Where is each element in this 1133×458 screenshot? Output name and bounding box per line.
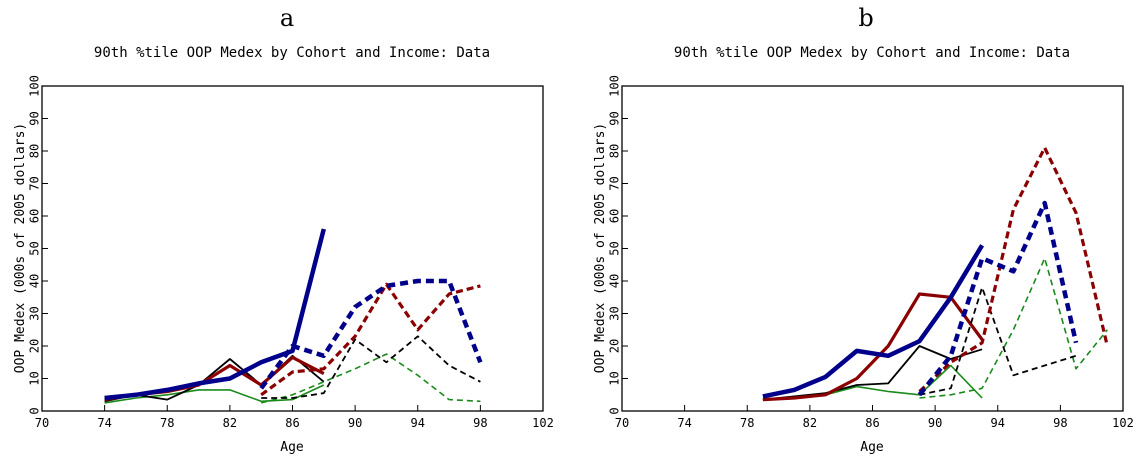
series-line-a-8 — [259, 278, 483, 390]
x-tick-label-a: 102 — [532, 416, 554, 430]
y-tick-label-b: 0 — [608, 407, 622, 414]
y-tick-label-a: 100 — [28, 75, 42, 97]
x-tick-label-b: 86 — [865, 416, 879, 430]
series-line-b-2 — [762, 345, 983, 401]
plot-frame-b — [621, 85, 1124, 412]
y-tick-label-b: 90 — [608, 111, 622, 125]
series-line-a-5 — [260, 353, 481, 404]
x-tick-label-a: 94 — [411, 416, 425, 430]
y-tick-label-a: 70 — [28, 176, 42, 190]
series-line-b-4 — [762, 244, 985, 399]
x-tick-label-a: 86 — [285, 416, 299, 430]
y-tick-label-b: 100 — [608, 75, 622, 97]
x-tick-label-b: 78 — [740, 416, 754, 430]
axis-ticks-b: 70 74 78 82 86 90 94 98 102010203040506070809010… — [608, 75, 1133, 430]
series-line-b-1 — [762, 364, 983, 401]
x-axis-label-b: Age — [860, 440, 884, 455]
panel-a: a 90th %tile OOP Medex by Cohort and Inc… — [13, 4, 554, 455]
x-tick-label-b: 90 — [928, 416, 942, 430]
panel-letter-a: a — [280, 4, 294, 32]
y-tick-label-b: 50 — [608, 241, 622, 255]
x-tick-label-a: 90 — [348, 416, 362, 430]
x-tick-label-b: 102 — [1112, 416, 1133, 430]
x-tick-label-b: 94 — [991, 416, 1005, 430]
y-tick-label-a: 60 — [28, 209, 42, 223]
y-tick-label-a: 40 — [28, 274, 42, 288]
y-tick-label-a: 30 — [28, 306, 42, 320]
series-line-b-3 — [762, 292, 984, 402]
x-tick-label-a: 98 — [473, 416, 487, 430]
series-line-b-5 — [919, 257, 1108, 399]
y-axis-label-b: OOP Medex (000s of 2005 dollars) — [593, 123, 608, 373]
x-tick-label-a: 78 — [160, 416, 174, 430]
y-tick-label-b: 40 — [608, 274, 622, 288]
panel-b: b 90th %tile OOP Medex by Cohort and Inc… — [593, 4, 1133, 455]
panel-letter-b: b — [858, 4, 873, 32]
x-tick-label-a: 70 — [35, 416, 49, 430]
x-tick-label-a: 74 — [97, 416, 111, 430]
plot-frame-a — [41, 85, 544, 412]
y-tick-label-a: 80 — [28, 144, 42, 158]
series-group-b — [762, 146, 1109, 402]
y-axis-label-a: OOP Medex (000s of 2005 dollars) — [13, 123, 28, 373]
y-tick-label-a: 50 — [28, 241, 42, 255]
axis-ticks-a: 70 74 78 82 86 90 94 98 102010203040506070809010… — [28, 75, 554, 430]
y-tick-label-b: 70 — [608, 176, 622, 190]
chart-title-b: 90th %tile OOP Medex by Cohort and Incom… — [674, 45, 1070, 61]
series-line-a-7 — [260, 282, 481, 397]
y-tick-label-b: 10 — [608, 371, 622, 385]
x-tick-label-b: 82 — [803, 416, 817, 430]
series-group-a — [104, 228, 483, 404]
series-line-b-6 — [919, 286, 1077, 396]
series-line-b-8 — [917, 200, 1079, 397]
x-tick-label-b: 74 — [677, 416, 691, 430]
x-tick-label-b: 70 — [615, 416, 629, 430]
x-axis-label-a: Age — [280, 440, 304, 455]
y-tick-label-a: 90 — [28, 111, 42, 125]
series-line-b-7 — [918, 146, 1109, 393]
x-tick-label-a: 82 — [223, 416, 237, 430]
x-tick-label-b: 98 — [1053, 416, 1067, 430]
series-line-a-1 — [104, 384, 325, 404]
y-tick-label-b: 80 — [608, 144, 622, 158]
y-tick-label-b: 20 — [608, 339, 622, 353]
y-tick-label-a: 20 — [28, 339, 42, 353]
y-tick-label-b: 60 — [608, 209, 622, 223]
chart-title-a: 90th %tile OOP Medex by Cohort and Incom… — [94, 45, 490, 61]
y-tick-label-a: 0 — [28, 407, 42, 414]
y-tick-label-a: 10 — [28, 371, 42, 385]
series-line-a-6 — [261, 335, 481, 399]
y-tick-label-b: 30 — [608, 306, 622, 320]
